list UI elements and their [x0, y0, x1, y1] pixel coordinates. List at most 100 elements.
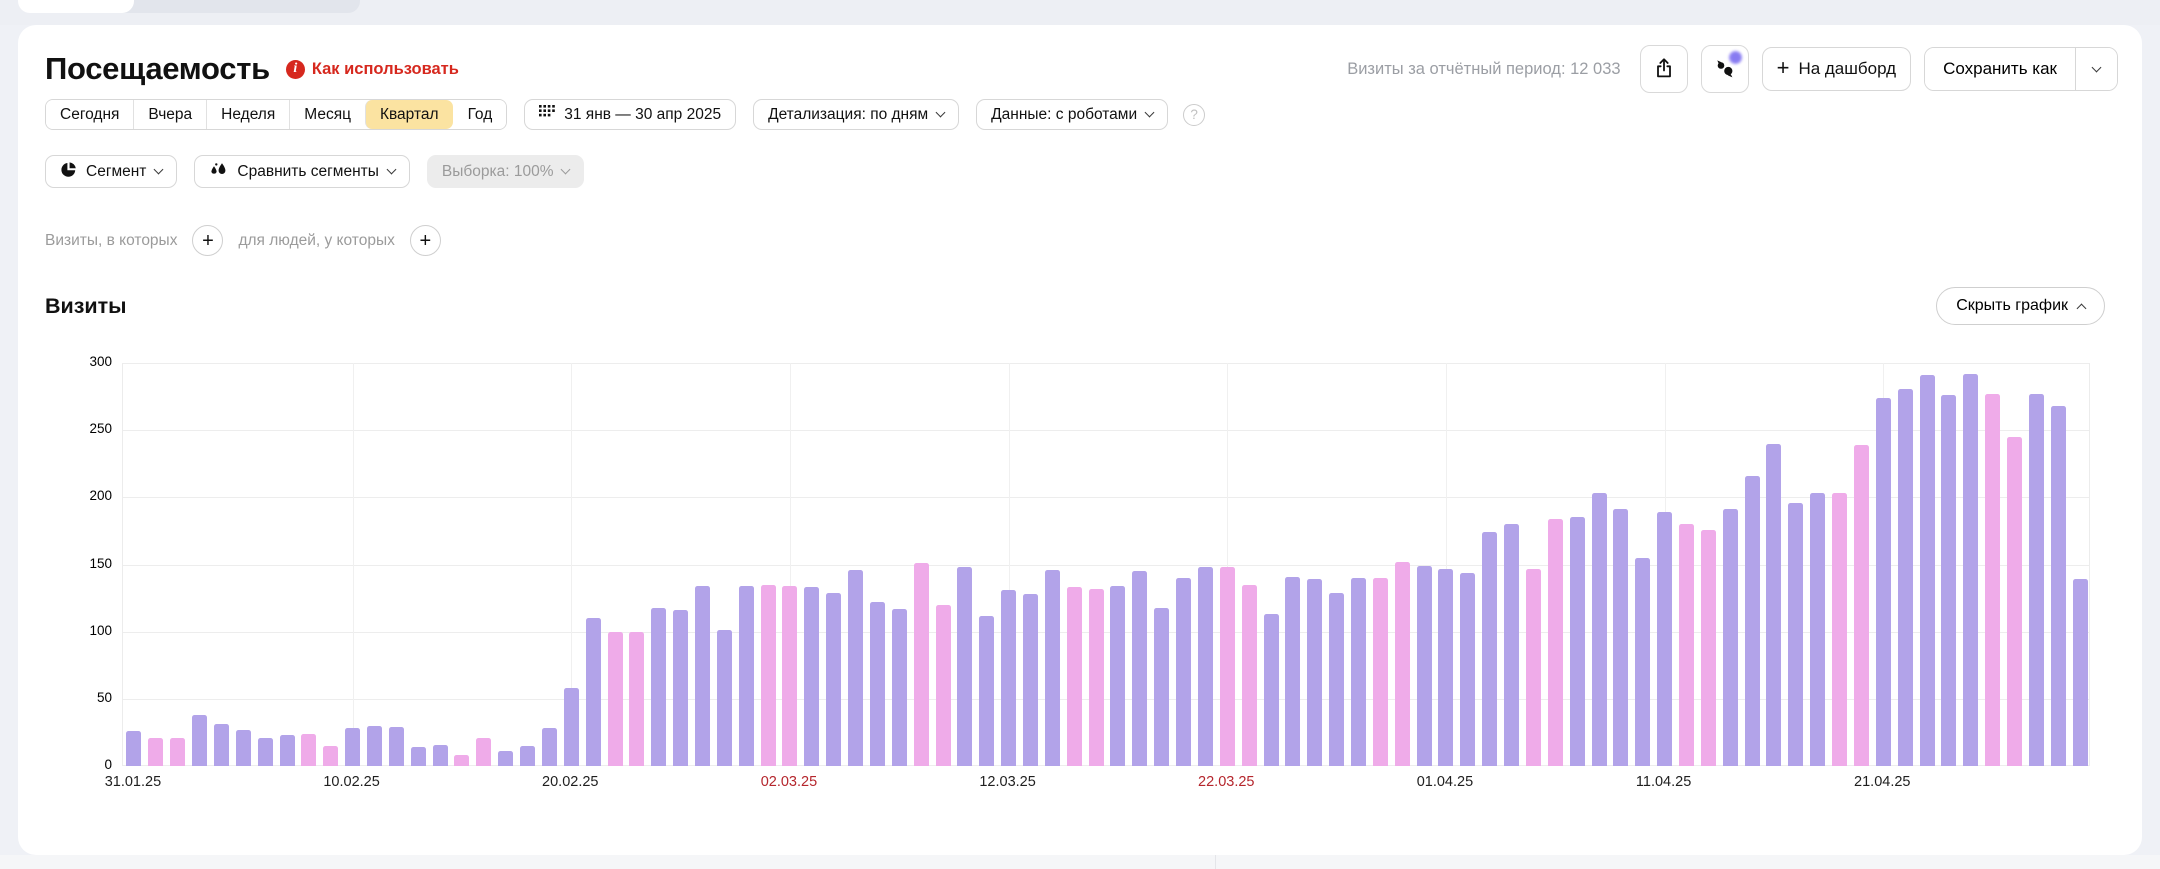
chart-bar[interactable]	[1307, 579, 1323, 766]
chart-bar[interactable]	[1853, 444, 1869, 766]
chart-bar[interactable]	[891, 608, 907, 766]
chart-bar[interactable]	[1197, 567, 1213, 766]
period-tab[interactable]: Сегодня	[46, 100, 134, 129]
hide-chart-button[interactable]: Скрыть график	[1936, 287, 2105, 325]
chart-bar[interactable]	[1022, 594, 1038, 766]
chart-bar[interactable]	[563, 688, 579, 766]
chart-bar[interactable]	[585, 618, 601, 766]
period-tab[interactable]: Квартал	[364, 100, 453, 129]
detalization-dropdown[interactable]: Детализация: по дням	[753, 99, 960, 130]
chart-bar[interactable]	[848, 569, 864, 766]
chart-bar[interactable]	[1744, 475, 1760, 766]
chart-bar[interactable]	[388, 727, 404, 766]
chart-bar[interactable]	[1635, 557, 1651, 766]
add-people-condition-button[interactable]: +	[409, 225, 441, 256]
chart-bar[interactable]	[476, 737, 492, 766]
chart-bar[interactable]	[2050, 406, 2066, 766]
chart-bar[interactable]	[1875, 397, 1891, 766]
chart-bar[interactable]	[913, 563, 929, 766]
chart-bar[interactable]	[1001, 590, 1017, 766]
chart-bar[interactable]	[738, 586, 754, 766]
ai-assistant-button[interactable]	[1700, 45, 1749, 93]
chart-bar[interactable]	[1985, 393, 2001, 766]
chart-bar[interactable]	[1372, 577, 1388, 766]
chart-bar[interactable]	[1329, 592, 1345, 766]
chart-bar[interactable]	[1110, 586, 1126, 766]
chart-bar[interactable]	[192, 714, 208, 766]
sampling-dropdown[interactable]: Выборка: 100%	[426, 155, 585, 188]
chart-bar[interactable]	[1919, 375, 1935, 766]
chart-bar[interactable]	[1766, 443, 1782, 766]
chart-bar[interactable]	[1285, 576, 1301, 766]
chart-bar[interactable]	[760, 584, 776, 766]
how-to-use-link[interactable]: i Как использовать	[285, 59, 459, 79]
chart-bar[interactable]	[279, 735, 295, 766]
chart-bar[interactable]	[345, 728, 361, 766]
add-visit-condition-button[interactable]: +	[192, 225, 224, 256]
chart-bar[interactable]	[1657, 512, 1673, 766]
chart-bar[interactable]	[235, 729, 251, 766]
chart-bar[interactable]	[2028, 393, 2044, 766]
save-as-dropdown-button[interactable]	[2075, 48, 2117, 90]
chart-bar[interactable]	[694, 586, 710, 766]
chart-bar[interactable]	[1350, 577, 1366, 766]
chart-bar[interactable]	[520, 745, 536, 766]
chart-bar[interactable]	[1941, 395, 1957, 766]
date-range-button[interactable]: 31 янв — 30 апр 2025	[524, 99, 737, 130]
chart-bar[interactable]	[1154, 607, 1170, 766]
chart-bar[interactable]	[607, 631, 623, 766]
chart-bar[interactable]	[1569, 517, 1585, 766]
chart-bar[interactable]	[126, 731, 142, 766]
period-tab[interactable]: Вчера	[133, 100, 207, 129]
chart-bar[interactable]	[1722, 509, 1738, 766]
chart-bar[interactable]	[651, 607, 667, 766]
chart-bar[interactable]	[629, 631, 645, 766]
chart-bar[interactable]	[1963, 373, 1979, 766]
chart-bar[interactable]	[1088, 588, 1104, 766]
chart-bar[interactable]	[1547, 518, 1563, 766]
chart-bar[interactable]	[170, 737, 186, 766]
chart-bar[interactable]	[1788, 502, 1804, 766]
chart-bar[interactable]	[454, 755, 470, 766]
chart-bar[interactable]	[716, 630, 732, 766]
period-tab[interactable]: Год	[452, 100, 507, 129]
chart-bar[interactable]	[432, 744, 448, 766]
chart-bar[interactable]	[301, 733, 317, 766]
save-as-button[interactable]: Сохранить как	[1925, 48, 2075, 90]
browser-tab-active[interactable]	[18, 0, 134, 13]
chart-bar[interactable]	[410, 747, 426, 766]
segment-dropdown[interactable]: Сегмент	[45, 155, 178, 188]
chart-bar[interactable]	[1700, 529, 1716, 766]
chart-bar[interactable]	[1482, 532, 1498, 766]
chart-bar[interactable]	[979, 615, 995, 766]
add-to-dashboard-button[interactable]: + На дашборд	[1761, 47, 1912, 91]
share-button[interactable]	[1639, 45, 1688, 93]
chart-bar[interactable]	[1460, 572, 1476, 766]
chart-bar[interactable]	[1504, 524, 1520, 766]
chart-bar[interactable]	[1219, 567, 1235, 766]
chart-bar[interactable]	[869, 602, 885, 766]
chart-bar[interactable]	[366, 725, 382, 766]
chart-bar[interactable]	[541, 728, 557, 766]
chart-bar[interactable]	[1897, 388, 1913, 766]
help-question-icon[interactable]: ?	[1183, 103, 1206, 126]
chart-bar[interactable]	[782, 586, 798, 766]
chart-bar[interactable]	[1613, 509, 1629, 766]
chart-bar[interactable]	[826, 592, 842, 766]
chart-bar[interactable]	[257, 737, 273, 766]
chart-bar[interactable]	[1678, 524, 1694, 766]
chart-bar[interactable]	[1591, 493, 1607, 766]
chart-bar[interactable]	[148, 737, 164, 766]
period-tab[interactable]: Неделя	[206, 100, 290, 129]
chart-bar[interactable]	[957, 567, 973, 766]
chart-bar[interactable]	[1832, 493, 1848, 766]
chart-bar[interactable]	[673, 610, 689, 766]
compare-segments-dropdown[interactable]: Сравнить сегменты	[194, 155, 410, 188]
chart-bar[interactable]	[1044, 569, 1060, 766]
chart-bar[interactable]	[1241, 584, 1257, 766]
chart-bar[interactable]	[935, 604, 951, 766]
chart-bar[interactable]	[1438, 568, 1454, 766]
chart-bar[interactable]	[323, 745, 339, 766]
chart-bar[interactable]	[1263, 614, 1279, 766]
chart-bar[interactable]	[1066, 587, 1082, 766]
